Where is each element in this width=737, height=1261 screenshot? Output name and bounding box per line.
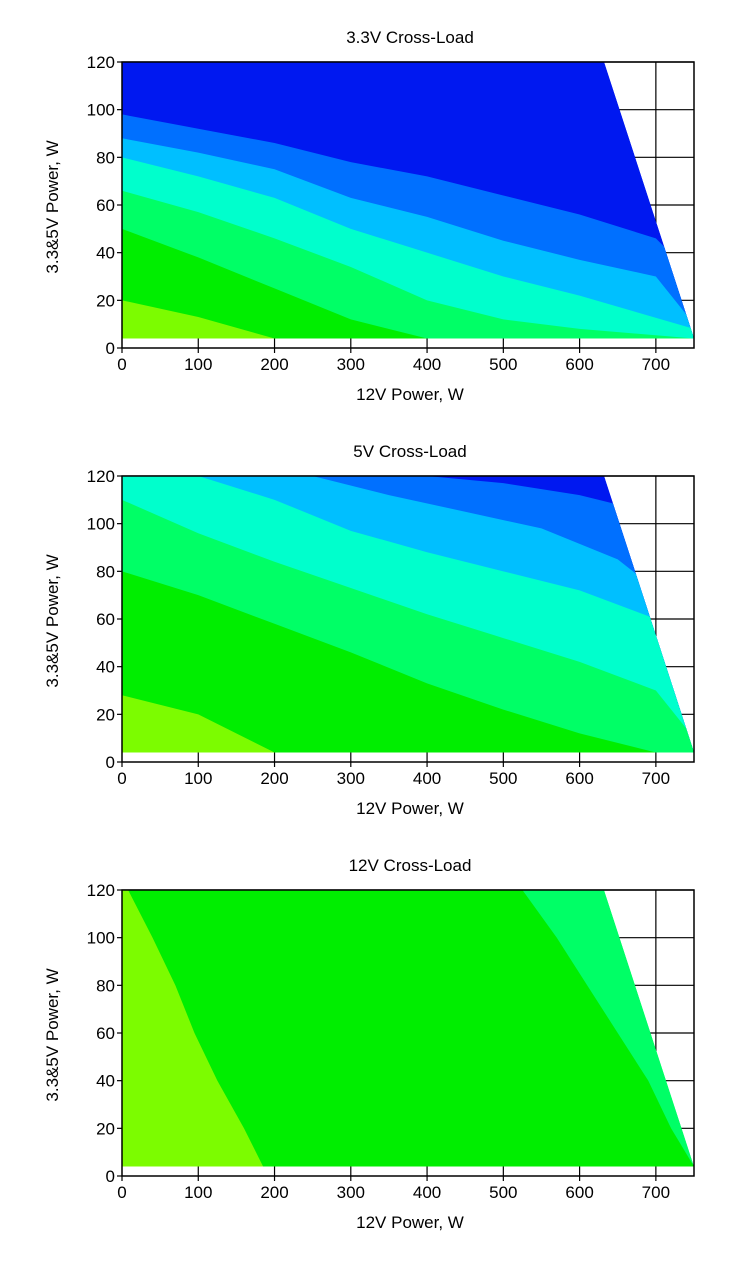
y-axis-label: 3.3&5V Power, W [43, 140, 62, 273]
y-tick-label: 60 [96, 610, 115, 629]
chart-5v-cross-load: 5V Cross-Load 0 100 200 300 400 500 600 700 0 20… [0, 414, 737, 829]
chart-title: 3.3V Cross-Load [346, 28, 474, 47]
y-tick-label: 80 [96, 976, 115, 995]
plot-area-overlay [122, 890, 694, 1167]
heat-band [122, 571, 694, 753]
y-tick-label: 100 [87, 929, 115, 948]
x-tick-label: 500 [489, 1183, 517, 1202]
heat-band [122, 300, 694, 339]
chart-svg: 3.3V Cross-Load 0 100 200 300 400 500 600 700 0… [43, 28, 695, 404]
chart-title: 5V Cross-Load [353, 442, 466, 461]
x-tick-label: 400 [413, 1183, 441, 1202]
y-tick-label: 60 [96, 196, 115, 215]
x-tick-label: 700 [642, 769, 670, 788]
x-axis-label: 12V Power, W [356, 385, 464, 404]
x-tick-label: 400 [413, 355, 441, 374]
x-tick-label: 200 [260, 769, 288, 788]
y-tick-label: 120 [87, 467, 115, 486]
x-ticks: 0 100 200 300 400 500 600 700 [117, 762, 670, 788]
y-tick-label: 120 [87, 53, 115, 72]
x-tick-label: 300 [337, 1183, 365, 1202]
x-tick-label: 0 [117, 769, 126, 788]
plot-area-overlay [122, 62, 694, 339]
heat-band [122, 228, 694, 339]
x-tick-label: 100 [184, 1183, 212, 1202]
y-tick-label: 0 [106, 339, 115, 358]
x-tick-label: 400 [413, 769, 441, 788]
chart-svg: 12V Cross-Load 0 100 200 300 400 500 600 700 0 2… [43, 856, 695, 1232]
x-tick-label: 600 [565, 1183, 593, 1202]
chart-title: 12V Cross-Load [349, 856, 472, 875]
heat-band [122, 890, 694, 1167]
y-tick-label: 80 [96, 148, 115, 167]
x-tick-label: 200 [260, 355, 288, 374]
heat-band [122, 890, 264, 1167]
x-tick-label: 500 [489, 355, 517, 374]
y-axis-label: 3.3&5V Power, W [43, 968, 62, 1101]
y-ticks: 0 20 40 60 80 100 120 [87, 53, 122, 358]
y-tick-label: 60 [96, 1024, 115, 1043]
chart-12v-cross-load: 12V Cross-Load 0 100 200 300 400 500 600 700 0 2… [0, 828, 737, 1243]
x-axis-label: 12V Power, W [356, 1213, 464, 1232]
y-tick-label: 120 [87, 881, 115, 900]
x-tick-label: 600 [565, 355, 593, 374]
x-tick-label: 100 [184, 769, 212, 788]
y-axis-label: 3.3&5V Power, W [43, 554, 62, 687]
y-ticks: 0 20 40 60 80 100 120 [87, 467, 122, 772]
x-tick-label: 700 [642, 355, 670, 374]
x-tick-label: 700 [642, 1183, 670, 1202]
x-tick-label: 0 [117, 355, 126, 374]
y-tick-label: 20 [96, 1119, 115, 1138]
y-tick-label: 40 [96, 1072, 115, 1091]
x-ticks: 0 100 200 300 400 500 600 700 [117, 1176, 670, 1202]
plot-area-overlay [122, 476, 694, 753]
x-tick-label: 0 [117, 1183, 126, 1202]
x-tick-label: 200 [260, 1183, 288, 1202]
y-tick-label: 40 [96, 244, 115, 263]
y-tick-label: 20 [96, 705, 115, 724]
x-axis-label: 12V Power, W [356, 799, 464, 818]
x-tick-label: 500 [489, 769, 517, 788]
y-ticks: 0 20 40 60 80 100 120 [87, 881, 122, 1186]
y-tick-label: 0 [106, 753, 115, 772]
y-tick-label: 80 [96, 562, 115, 581]
x-tick-label: 300 [337, 355, 365, 374]
chart-svg: 5V Cross-Load 0 100 200 300 400 500 600 700 0 20… [43, 442, 695, 818]
x-ticks: 0 100 200 300 400 500 600 700 [117, 348, 670, 374]
chart-3v3-cross-load: 3.3V Cross-Load 0 100 200 300 400 500 600 700 0… [0, 0, 737, 415]
x-tick-label: 100 [184, 355, 212, 374]
y-tick-label: 100 [87, 101, 115, 120]
y-tick-label: 0 [106, 1167, 115, 1186]
y-tick-label: 40 [96, 658, 115, 677]
y-tick-label: 100 [87, 515, 115, 534]
x-tick-label: 300 [337, 769, 365, 788]
x-tick-label: 600 [565, 769, 593, 788]
y-tick-label: 20 [96, 291, 115, 310]
